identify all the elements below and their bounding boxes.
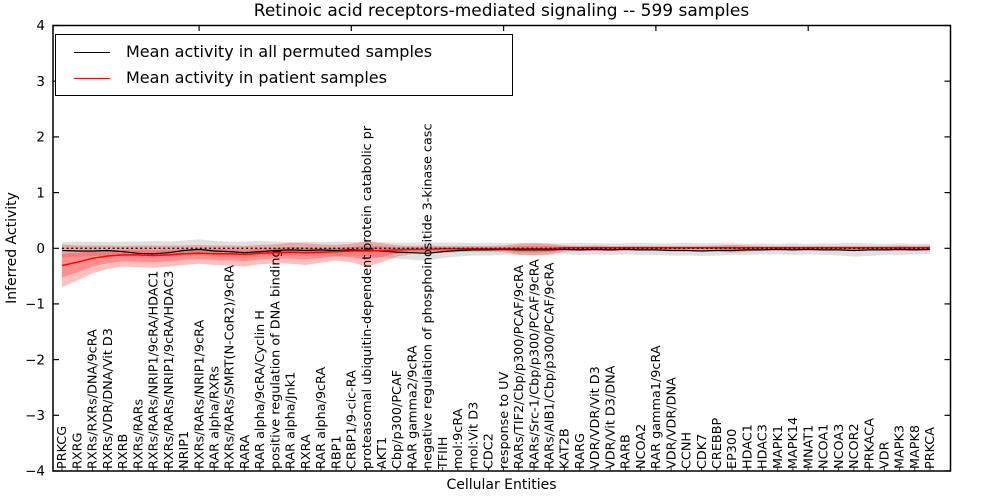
x-tick-label: RARs/Src-1/Cbp/p300/PCAF/9cRA bbox=[527, 259, 542, 469]
y-tick-label: −2 bbox=[25, 352, 45, 368]
x-tick-label: RARB bbox=[619, 434, 634, 469]
x-tick-label: positive regulation of DNA binding bbox=[268, 249, 283, 469]
x-tick-label: VDR/Vit D3/DNA bbox=[603, 365, 618, 469]
x-tick-label: RXRs/RARs bbox=[131, 398, 146, 469]
x-tick-label: TFIIH bbox=[436, 437, 451, 470]
x-tick-label: MAPK14 bbox=[786, 417, 801, 469]
x-tick-label: RXRA bbox=[299, 434, 314, 469]
x-tick-label: PRKACA bbox=[862, 418, 877, 469]
x-tick-label: HDAC1 bbox=[741, 424, 756, 469]
x-tick-label: RXRs/RARs/NRIP1/9cRA/HDAC3 bbox=[162, 271, 177, 469]
x-tick-label: CDC2 bbox=[482, 433, 497, 469]
x-tick-label: PRKCG bbox=[55, 426, 70, 469]
x-tick-label: HDAC3 bbox=[756, 424, 771, 469]
legend-label-patient: Mean activity in patient samples bbox=[126, 68, 387, 87]
x-tick-label: VDR/VDR/DNA bbox=[664, 377, 679, 469]
x-tick-label: PRKCA bbox=[923, 427, 938, 469]
x-tick-label: RXRs/RXRs/DNA/9cRA bbox=[86, 329, 101, 469]
permuted-mean-line bbox=[61, 248, 931, 255]
x-tick-label: RAR gamma1/9cRA bbox=[649, 345, 664, 469]
y-tick-label: 0 bbox=[36, 241, 45, 257]
x-tick-label: RAR alpha/9cRA/Cyclin H bbox=[253, 310, 268, 469]
y-tick-label: −3 bbox=[25, 408, 45, 424]
y-tick-label: −1 bbox=[25, 297, 45, 313]
x-tick-label: RARs/AIB1/Cbp/p300/PCAF/9cRA bbox=[543, 262, 558, 469]
x-tick-label: RARA bbox=[238, 435, 253, 469]
x-tick-label: RAR gamma2/9cRA bbox=[405, 345, 420, 469]
x-tick-label: NCOA1 bbox=[817, 424, 832, 469]
x-tick-label: Cbp/p300/PCAF bbox=[390, 370, 405, 469]
x-tick-label: MAPK3 bbox=[893, 425, 908, 469]
x-tick-label: RARs/TIF2/Cbp/p300/PCAF/9cRA bbox=[512, 265, 527, 469]
x-tick-label: CCNH bbox=[680, 432, 695, 469]
y-tick-label: 1 bbox=[36, 185, 45, 201]
x-tick-label: RBP1 bbox=[329, 435, 344, 469]
legend-item-permuted: Mean activity in all permuted samples bbox=[74, 43, 512, 61]
y-tick-label: 2 bbox=[36, 130, 45, 146]
x-tick-label: MAPK8 bbox=[908, 425, 923, 469]
x-tick-label: NCOR2 bbox=[847, 423, 862, 469]
x-tick-label: RXRs/RARs/NRIP1/9cRA bbox=[192, 320, 207, 469]
x-tick-label: KAT2B bbox=[558, 428, 573, 469]
x-tick-label: proteasomal ubiquitin-dependent protein … bbox=[360, 125, 375, 469]
x-axis-label: Cellular Entities bbox=[446, 477, 557, 493]
x-tick-label: negative regulation of phosphoinositide … bbox=[421, 123, 436, 469]
legend-item-patient: Mean activity in patient samples bbox=[74, 69, 512, 87]
x-tick-label: VDR bbox=[878, 441, 893, 469]
y-tick-label: −4 bbox=[25, 464, 45, 480]
x-tick-label: mol:9cRA bbox=[451, 408, 466, 469]
x-tick-label: RXRG bbox=[70, 433, 85, 469]
x-tick-label: CDK7 bbox=[695, 434, 710, 469]
legend-line-patient bbox=[74, 77, 110, 79]
x-tick-label: NRIP1 bbox=[177, 431, 192, 469]
legend: Mean activity in all permuted samples Me… bbox=[55, 34, 513, 96]
chart-title: Retinoic acid receptors-mediated signali… bbox=[253, 1, 750, 21]
x-tick-label: RAR alpha/RXRs bbox=[208, 366, 223, 469]
x-tick-label: RARG bbox=[573, 433, 588, 469]
x-tick-label: RAR alpha/Jnk1 bbox=[284, 372, 299, 469]
x-tick-label: CRBP1/9-cic-RA bbox=[345, 370, 360, 469]
x-tick-label: RXRB bbox=[116, 434, 131, 469]
x-tick-label: AKT1 bbox=[375, 437, 390, 469]
x-tick-label: EP300 bbox=[725, 429, 740, 469]
x-tick-label: VDR/VDR/Vit D3 bbox=[588, 366, 603, 469]
y-tick-label: 3 bbox=[36, 74, 45, 90]
y-tick-label: 4 bbox=[36, 18, 45, 34]
legend-line-permuted bbox=[74, 51, 110, 53]
x-tick-label: MAPK1 bbox=[771, 425, 786, 469]
x-tick-label: RAR alpha/9cRA bbox=[314, 367, 329, 469]
x-tick-label: mol:Vit D3 bbox=[466, 402, 481, 469]
x-tick-label: NCOA2 bbox=[634, 424, 649, 469]
x-tick-label: RXRs/RARs/SMRT(N-CoR2)/9cRA bbox=[223, 265, 238, 469]
x-tick-label: response to UV bbox=[497, 372, 512, 469]
x-tick-label: RXRs/RARs/NRIP1/9cRA/HDAC1 bbox=[147, 271, 162, 469]
x-tick-label: MNAT1 bbox=[801, 425, 816, 469]
legend-label-permuted: Mean activity in all permuted samples bbox=[126, 42, 433, 61]
x-tick-label: NCOA3 bbox=[832, 424, 847, 469]
x-tick-label: RXRs/VDR/DNA/Vit D3 bbox=[101, 328, 116, 469]
x-tick-label: CREBBP bbox=[710, 418, 725, 469]
patient-samples-inner-band bbox=[62, 245, 930, 278]
